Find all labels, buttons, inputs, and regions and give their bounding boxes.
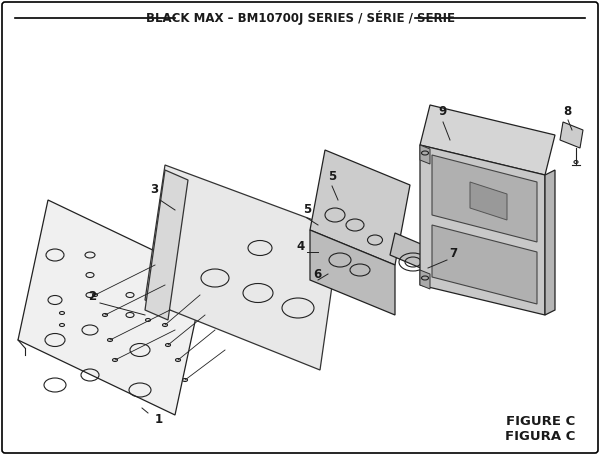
Text: FIGURE C: FIGURE C	[506, 415, 575, 428]
Text: 7: 7	[449, 247, 457, 260]
Text: BLACK MAX – BM10700J SERIES / SÉRIE / SERIE: BLACK MAX – BM10700J SERIES / SÉRIE / SE…	[146, 11, 455, 25]
Polygon shape	[18, 200, 205, 415]
Polygon shape	[432, 155, 537, 242]
Polygon shape	[390, 233, 435, 272]
Polygon shape	[145, 170, 188, 320]
Text: 5: 5	[303, 203, 311, 216]
Text: 5: 5	[328, 170, 336, 183]
Text: 4: 4	[296, 240, 304, 253]
Polygon shape	[310, 230, 395, 315]
Polygon shape	[420, 145, 430, 164]
Polygon shape	[420, 105, 555, 175]
Polygon shape	[145, 165, 340, 370]
Polygon shape	[310, 150, 410, 265]
Polygon shape	[432, 225, 537, 304]
Text: 8: 8	[563, 105, 571, 118]
Text: 2: 2	[88, 290, 96, 303]
Text: 3: 3	[150, 183, 158, 196]
Text: 9: 9	[438, 105, 446, 118]
Polygon shape	[560, 122, 583, 148]
Polygon shape	[420, 270, 430, 289]
Text: 6: 6	[313, 268, 321, 281]
Polygon shape	[470, 182, 507, 220]
Text: 1: 1	[155, 413, 163, 426]
Polygon shape	[420, 145, 545, 315]
Text: FIGURA C: FIGURA C	[505, 430, 575, 443]
Polygon shape	[545, 170, 555, 315]
